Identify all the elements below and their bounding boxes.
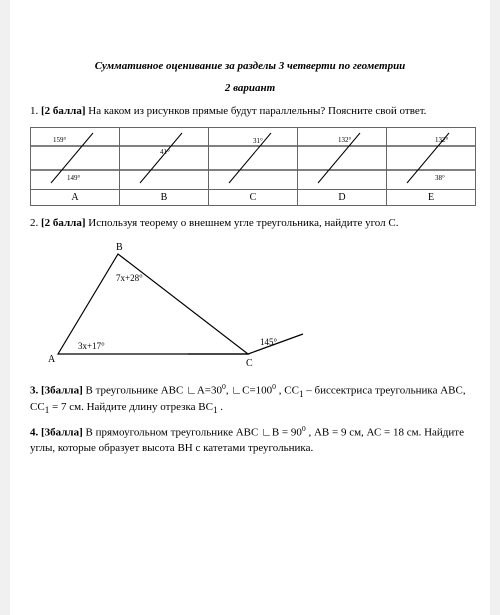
fig-E: 132° 38° xyxy=(387,127,476,189)
doc-variant: 2 вариант xyxy=(30,82,470,94)
task1-points: [2 балла] xyxy=(41,105,86,117)
figB-top: 41° xyxy=(160,148,170,156)
fig-D: 132° xyxy=(298,127,387,189)
tri-angleB: 7x+28° xyxy=(116,273,143,283)
task3-points: [3балла] xyxy=(41,384,83,396)
task3-a: В треугольнике АВС ∟А=30 xyxy=(86,384,223,396)
figD-top: 132° xyxy=(338,136,352,144)
task3-b: , ∟С=100 xyxy=(226,384,272,396)
task-3: 3. [3балла] В треугольнике АВС ∟А=300, ∟… xyxy=(30,382,470,417)
task3-num: 3. xyxy=(30,384,38,396)
tri-angleA: 3x+17° xyxy=(78,341,105,351)
task2-num: 2. xyxy=(30,217,38,229)
label-B: B xyxy=(120,189,209,205)
task-4: 4. [3балла] В прямоугольном треугольнике… xyxy=(30,424,470,455)
task4-num: 4. xyxy=(30,427,38,439)
task2-points: [2 балла] xyxy=(41,217,86,229)
tri-B: B xyxy=(116,242,123,253)
tri-extC: 145° xyxy=(260,337,278,347)
label-E: E xyxy=(387,189,476,205)
figE-top: 132° xyxy=(435,136,449,144)
task4-a: В прямоугольном треугольнике АВС ∟В = 90 xyxy=(86,427,302,439)
task3-e: = 7 см. Найдите длину отрезка ВС xyxy=(49,401,213,413)
task3-f: . xyxy=(218,401,224,413)
label-A: A xyxy=(31,189,120,205)
figA-top: 159° xyxy=(53,136,67,144)
label-C: C xyxy=(209,189,298,205)
task-1: 1. [2 балла] На каком из рисунков прямые… xyxy=(30,104,470,119)
fig-C: 31° xyxy=(209,127,298,189)
task3-c: , СС xyxy=(276,384,299,396)
task2-text: Используя теорему о внешнем угле треугол… xyxy=(88,217,398,229)
figC-top: 31° xyxy=(253,137,263,145)
task4-points: [3балла] xyxy=(41,427,83,439)
task-2: 2. [2 балла] Используя теорему о внешнем… xyxy=(30,216,470,231)
fig-B: 41° xyxy=(120,127,209,189)
tri-A: A xyxy=(48,354,56,365)
triangle-diagram: B A C 7x+28° 3x+17° 145° xyxy=(48,239,470,372)
figA-bot: 149° xyxy=(67,174,81,182)
task1-text: На каком из рисунков прямые будут паралл… xyxy=(88,105,426,117)
label-D: D xyxy=(298,189,387,205)
figE-bot: 38° xyxy=(435,174,445,182)
doc-title: Суммативное оценивание за разделы 3 четв… xyxy=(30,60,470,72)
fig-A: 159° 149° xyxy=(31,127,120,189)
parallel-diagrams-table: 159° 149° 41° 31° xyxy=(30,127,476,206)
task1-num: 1. xyxy=(30,105,38,117)
tri-C: C xyxy=(246,358,253,369)
